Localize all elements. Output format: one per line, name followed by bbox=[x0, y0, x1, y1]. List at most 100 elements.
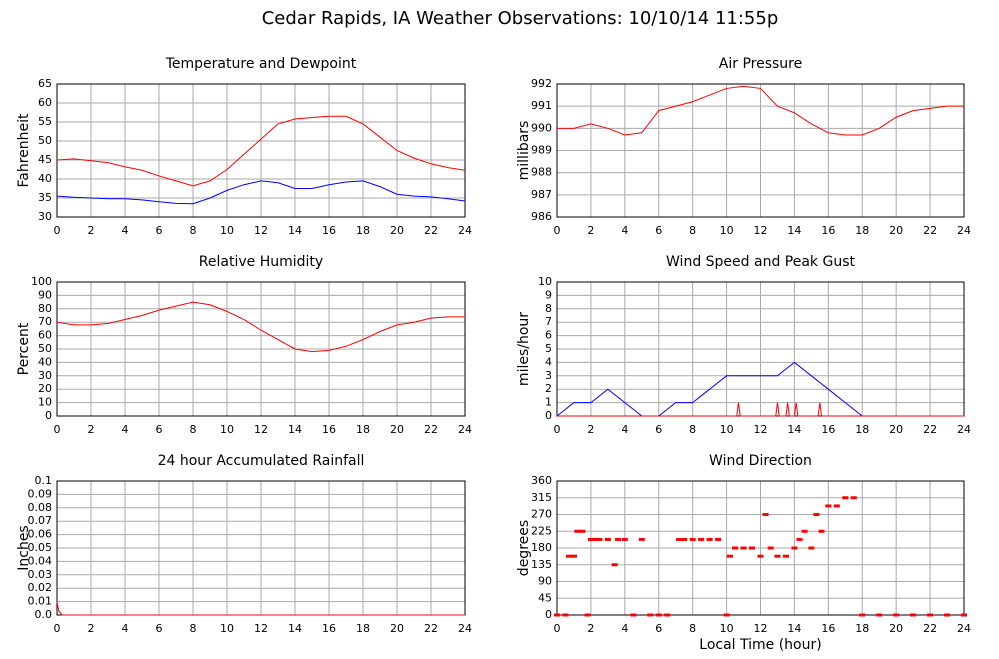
x-tick-label: 22 bbox=[424, 423, 438, 436]
data-point bbox=[813, 513, 820, 516]
x-tick-label: 4 bbox=[621, 423, 628, 436]
data-point bbox=[554, 613, 560, 617]
data-point bbox=[664, 613, 671, 617]
data-point bbox=[587, 537, 594, 541]
x-tick-label: 10 bbox=[220, 224, 234, 237]
data-point bbox=[876, 613, 883, 617]
data-point bbox=[584, 613, 591, 617]
x-tick-label: 12 bbox=[754, 224, 768, 237]
x-tick-label: 10 bbox=[220, 622, 234, 635]
data-point bbox=[762, 513, 769, 516]
data-point bbox=[893, 613, 900, 617]
data-point bbox=[782, 554, 789, 558]
data-point bbox=[757, 554, 764, 558]
data-point bbox=[910, 613, 917, 617]
y-tick-label: 991 bbox=[531, 99, 552, 112]
x-tick-label: 10 bbox=[720, 224, 734, 237]
data-line bbox=[56, 601, 465, 616]
y-tick-label: 315 bbox=[531, 491, 552, 504]
y-tick-label: 90 bbox=[538, 575, 552, 588]
x-tick-label: 22 bbox=[923, 423, 937, 436]
x-tick-label: 24 bbox=[458, 423, 472, 436]
y-tick-label: 10 bbox=[38, 396, 52, 409]
y-tick-label: 988 bbox=[531, 166, 552, 179]
x-tick-label: 8 bbox=[689, 622, 696, 635]
x-tick-label: 2 bbox=[88, 622, 95, 635]
y-tick-label: 2 bbox=[545, 382, 552, 395]
data-point bbox=[638, 537, 645, 541]
x-tick-label: 8 bbox=[689, 224, 696, 237]
y-tick-label: 70 bbox=[38, 315, 52, 328]
plot-border bbox=[56, 83, 466, 218]
x-tick-label: 16 bbox=[821, 622, 835, 635]
x-tick-label: 0 bbox=[54, 224, 61, 237]
x-tick-label: 2 bbox=[587, 423, 594, 436]
y-axis-label: degrees bbox=[516, 520, 532, 576]
x-tick-label: 4 bbox=[122, 224, 129, 237]
data-point bbox=[596, 537, 603, 541]
x-tick-label: 2 bbox=[587, 224, 594, 237]
x-tick-label: 14 bbox=[787, 224, 801, 237]
data-line bbox=[56, 301, 465, 353]
y-tick-label: 225 bbox=[531, 524, 552, 537]
data-point bbox=[579, 529, 586, 533]
data-point bbox=[574, 529, 581, 533]
x-tick-label: 16 bbox=[322, 622, 336, 635]
data-point bbox=[698, 537, 705, 541]
x-tick-label: 24 bbox=[957, 622, 971, 635]
data-point bbox=[715, 537, 722, 541]
y-tick-label: 20 bbox=[38, 382, 52, 395]
y-tick-label: 0 bbox=[45, 409, 52, 422]
x-tick-label: 20 bbox=[390, 423, 404, 436]
y-tick-label: 180 bbox=[531, 541, 552, 554]
y-tick-label: 35 bbox=[38, 191, 52, 204]
x-tick-label: 18 bbox=[356, 622, 370, 635]
y-tick-label: 4 bbox=[545, 355, 552, 368]
x-tick-label: 20 bbox=[889, 224, 903, 237]
x-tick-label: 14 bbox=[288, 224, 302, 237]
data-point bbox=[593, 537, 600, 541]
x-tick-label: 2 bbox=[88, 423, 95, 436]
x-tick-label: 10 bbox=[720, 622, 734, 635]
data-point bbox=[833, 504, 840, 508]
x-tick-label: 0 bbox=[54, 423, 61, 436]
data-line bbox=[56, 115, 466, 187]
y-tick-label: 0 bbox=[545, 409, 552, 422]
x-tick-label: 16 bbox=[821, 224, 835, 237]
data-point bbox=[732, 546, 739, 550]
data-point bbox=[961, 613, 967, 617]
y-tick-label: 30 bbox=[38, 369, 52, 382]
plot-border bbox=[556, 83, 965, 218]
x-tick-label: 0 bbox=[554, 224, 561, 237]
data-point bbox=[791, 546, 798, 550]
y-tick-label: 3 bbox=[545, 369, 552, 382]
y-tick-label: 0.0 bbox=[35, 608, 53, 621]
x-tick-label: 18 bbox=[855, 622, 869, 635]
y-tick-label: 10 bbox=[538, 275, 552, 288]
data-point bbox=[796, 537, 803, 541]
y-axis-label: miles/hour bbox=[516, 312, 532, 386]
y-tick-label: 7 bbox=[545, 315, 552, 328]
x-tick-label: 24 bbox=[458, 622, 472, 635]
y-tick-label: 45 bbox=[38, 153, 52, 166]
data-point bbox=[621, 537, 628, 541]
data-point bbox=[740, 546, 747, 550]
y-tick-label: 9 bbox=[545, 288, 552, 301]
y-tick-label: 0.04 bbox=[28, 554, 53, 567]
data-point bbox=[630, 613, 637, 617]
y-axis-label: Fahrenheit bbox=[16, 113, 32, 188]
x-tick-label: 4 bbox=[621, 622, 628, 635]
chart-title: Wind Direction bbox=[709, 453, 812, 469]
data-point bbox=[808, 546, 815, 550]
data-point bbox=[818, 529, 825, 533]
chart-title: 24 hour Accumulated Rainfall bbox=[158, 453, 365, 469]
data-line bbox=[56, 180, 466, 205]
x-tick-label: 24 bbox=[458, 224, 472, 237]
x-tick-label: 18 bbox=[855, 224, 869, 237]
data-point bbox=[774, 554, 781, 558]
x-tick-label: 14 bbox=[787, 423, 801, 436]
data-point bbox=[570, 554, 577, 558]
y-tick-label: 50 bbox=[38, 134, 52, 147]
data-point bbox=[689, 537, 696, 541]
y-tick-label: 987 bbox=[531, 188, 552, 201]
